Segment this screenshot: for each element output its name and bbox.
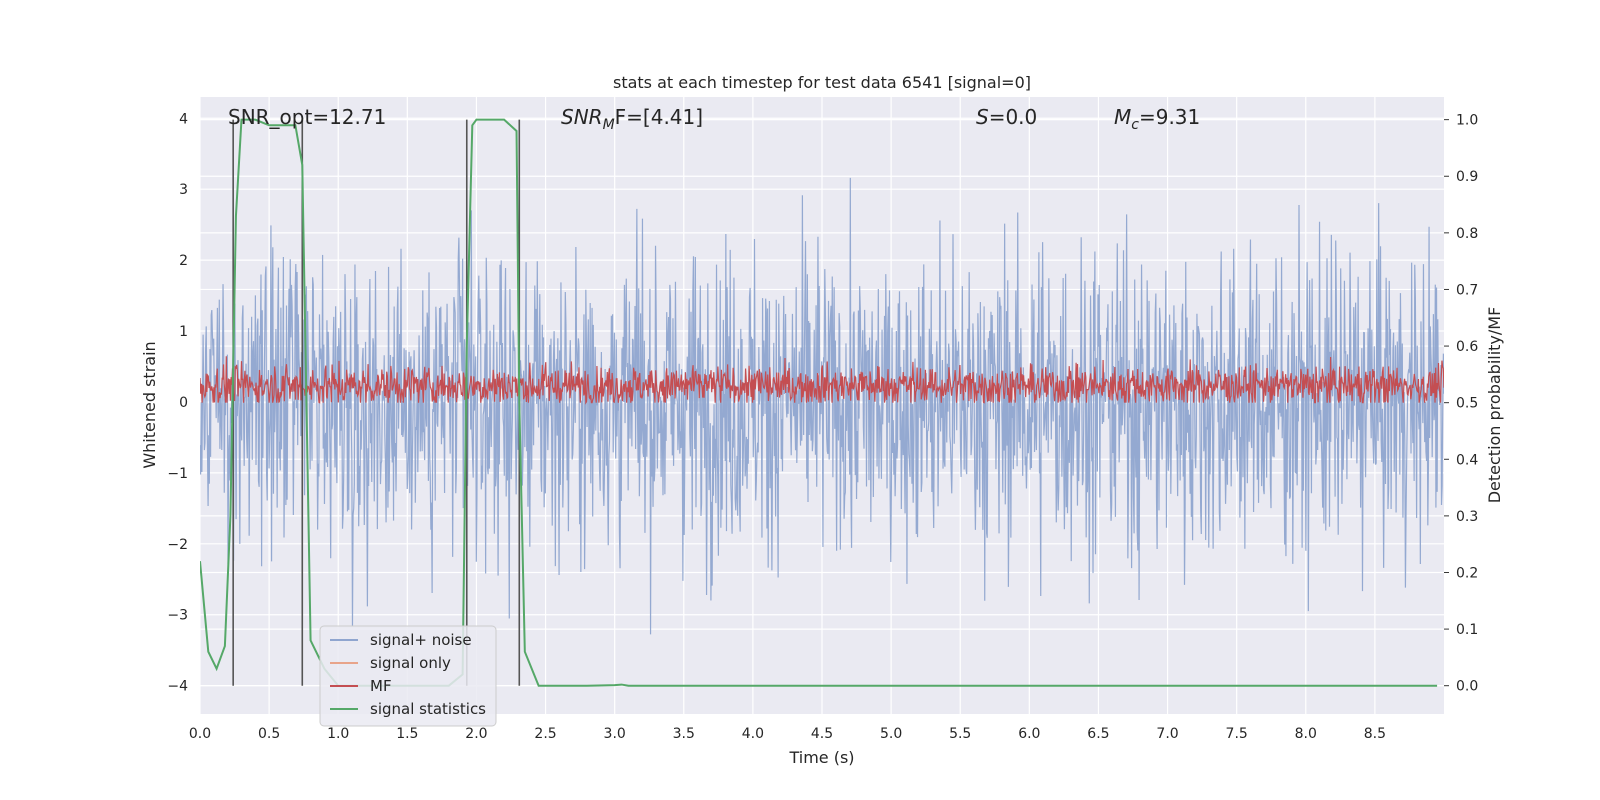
snr-opt-annotation: SNR_opt=12.71 <box>228 105 386 129</box>
legend-label-signal-statistics: signal statistics <box>370 700 486 718</box>
x-tick-label: 7.0 <box>1156 726 1178 742</box>
s-rest: =0.0 <box>989 105 1038 129</box>
x-tick-label: 6.0 <box>1018 726 1040 742</box>
right-y-tick-label: 0.1 <box>1456 622 1478 638</box>
y-axis-label: Whitened strain <box>140 341 159 468</box>
signal-statistics-series <box>200 118 1438 687</box>
y-tick-label: −2 <box>167 537 188 553</box>
s-annotation: S=0.0 <box>976 105 1037 129</box>
right-y-tick-label: 0.3 <box>1456 509 1478 525</box>
right-y-axis-label: Detection probability/MF <box>1485 307 1504 504</box>
x-tick-label: 6.5 <box>1087 726 1109 742</box>
x-tick-label: 3.0 <box>604 726 626 742</box>
y-tick-label: −1 <box>167 466 188 482</box>
chart-title: stats at each timestep for test data 654… <box>613 73 1031 92</box>
x-axis-label: Time (s) <box>788 748 854 767</box>
snr-mf-main: SNR <box>561 105 603 129</box>
x-tick-label: 5.0 <box>880 726 902 742</box>
snr-mf-annotation: SNRMF=[4.41] <box>561 105 703 133</box>
mf-line <box>200 356 1444 405</box>
signal-statistics-line <box>200 118 1438 687</box>
y-tick-label: 1 <box>179 324 188 340</box>
mf-series <box>200 356 1444 405</box>
y-tick-label: 0 <box>179 395 188 411</box>
right-y-tick-label: 0.9 <box>1456 169 1478 185</box>
right-y-tick-labels: 0.0 0.1 0.2 0.3 0.4 0.5 0.6 0.7 0.8 0.9 1.0 <box>1456 113 1478 695</box>
y-tick-label: −3 <box>167 608 188 624</box>
x-tick-labels: 0.0 0.5 1.0 1.5 2.0 2.5 3.0 3.5 4.0 4.5 5.0 5.5 6.0 6… <box>189 726 1386 742</box>
right-y-tick-label: 0.4 <box>1456 452 1478 468</box>
right-y-tick-label: 0.7 <box>1456 282 1478 298</box>
right-y-tick-label: 0.0 <box>1456 679 1478 695</box>
right-y-tick-label: 0.6 <box>1456 339 1478 355</box>
x-tick-label: 8.0 <box>1295 726 1317 742</box>
x-tick-label: 4.5 <box>811 726 833 742</box>
x-tick-label: 1.0 <box>327 726 349 742</box>
x-tick-label: 0.5 <box>258 726 280 742</box>
legend-box <box>319 625 497 727</box>
right-y-tick-label: 0.8 <box>1456 226 1478 242</box>
snr-mf-sub: M <box>603 117 615 133</box>
x-tick-label: 2.0 <box>465 726 487 742</box>
y-tick-label: 2 <box>179 253 188 269</box>
mc-sub: c <box>1131 117 1139 133</box>
x-tick-label: 7.5 <box>1226 726 1248 742</box>
right-y-tick-label: 0.5 <box>1456 396 1478 412</box>
legend-label-signal-only: signal only <box>370 654 451 672</box>
legend-label-mf: MF <box>370 677 392 695</box>
x-tick-label: 1.5 <box>396 726 418 742</box>
y-tick-label: −4 <box>167 679 188 695</box>
right-y-tick-label: 0.2 <box>1456 565 1478 581</box>
y-tick-label: 4 <box>179 111 188 127</box>
y-tick-label: 3 <box>179 182 188 198</box>
x-tick-label: 4.0 <box>742 726 764 742</box>
y-tick-labels: −4 −3 −2 −1 0 1 2 3 4 <box>167 111 188 694</box>
legend-label-signal-noise: signal+ noise <box>370 631 472 649</box>
s-main: S <box>976 105 989 129</box>
mc-rest: =9.31 <box>1139 105 1200 129</box>
x-tick-label: 8.5 <box>1364 726 1386 742</box>
x-tick-label: 2.5 <box>534 726 556 742</box>
x-tick-label: 0.0 <box>189 726 211 742</box>
snr-mf-rest: F=[4.41] <box>615 105 703 129</box>
x-tick-label: 3.5 <box>673 726 695 742</box>
mc-annotation: Mc=9.31 <box>1114 105 1200 133</box>
x-tick-label: 5.5 <box>949 726 971 742</box>
right-y-tick-label: 1.0 <box>1456 113 1478 129</box>
legend: signal+ noise signal only MF signal stat… <box>319 625 497 727</box>
mc-main: M <box>1114 105 1131 129</box>
